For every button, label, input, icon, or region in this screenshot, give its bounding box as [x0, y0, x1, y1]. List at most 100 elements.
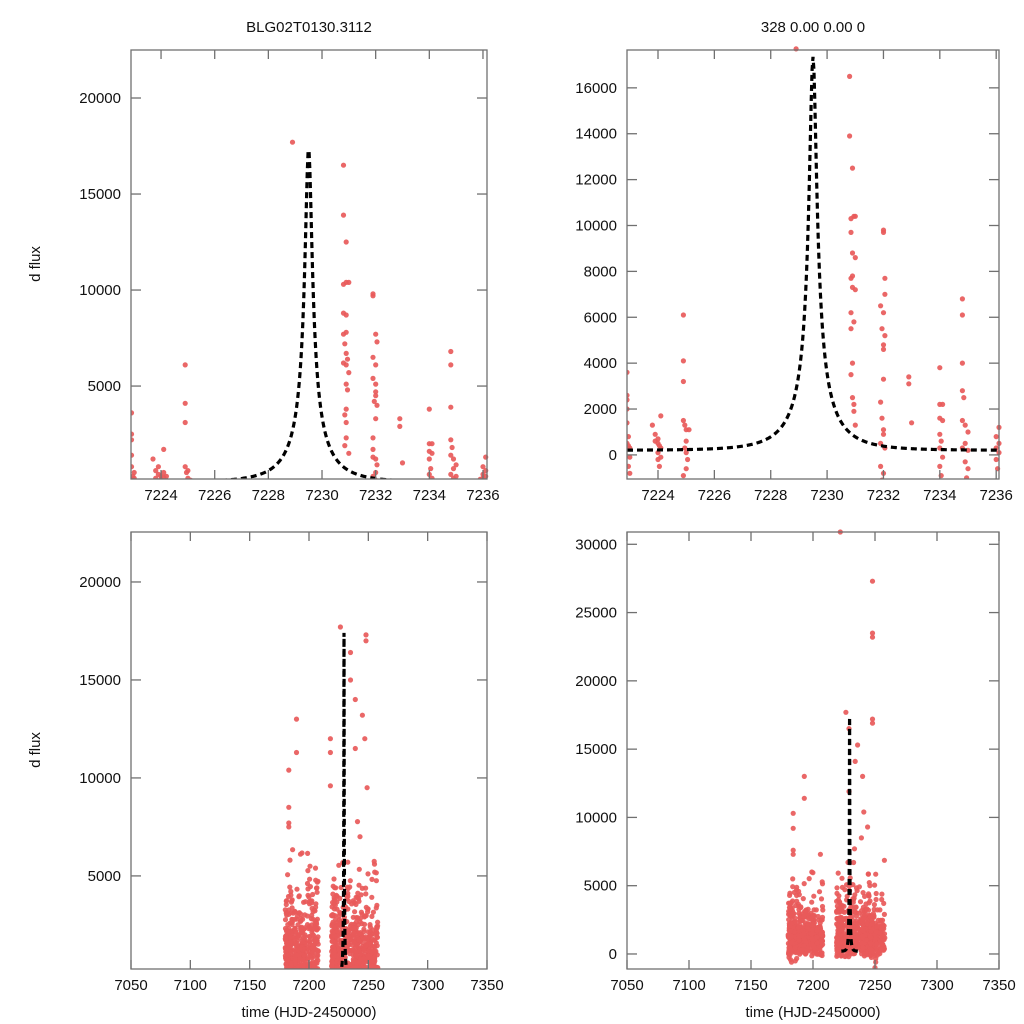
y-tick-label: 10000 [79, 282, 121, 299]
x-tick-label: 7050 [610, 977, 643, 994]
data-point [835, 935, 841, 941]
data-point [131, 410, 135, 416]
data-point [312, 971, 317, 976]
data-point [369, 876, 375, 883]
data-point [880, 229, 887, 235]
data-point [350, 939, 356, 945]
data-point [993, 434, 999, 440]
data-point [881, 857, 888, 863]
data-point [354, 971, 359, 976]
data-point [365, 971, 370, 976]
data-point [356, 930, 362, 937]
data-point [835, 924, 841, 930]
data-point [959, 360, 966, 366]
xlabel-bottom-left: time (HJD-2450000) [241, 1004, 376, 1021]
data-point [796, 937, 802, 943]
data-point [835, 870, 841, 876]
data-point [801, 942, 807, 949]
data-point [286, 928, 292, 935]
data-point [868, 949, 874, 955]
data-point [448, 362, 454, 368]
data-point [790, 825, 796, 831]
data-point [163, 473, 169, 479]
data-point [865, 824, 871, 830]
data-point [296, 893, 302, 899]
data-point [790, 911, 796, 917]
data-point [449, 444, 455, 451]
data-point [817, 851, 824, 857]
data-point [790, 810, 796, 816]
data-point [330, 938, 336, 944]
data-point [849, 360, 856, 366]
x-tick-label: 7250 [858, 977, 891, 994]
y-tick-label: 0 [609, 946, 617, 963]
data-point [358, 970, 363, 975]
data-point [852, 287, 858, 293]
data-point [367, 970, 372, 975]
data-point [851, 859, 857, 866]
data-point [365, 871, 371, 877]
data-point [305, 956, 311, 962]
data-point [304, 880, 311, 887]
data-point [285, 922, 291, 928]
data-point [841, 903, 847, 909]
data-point [850, 899, 856, 905]
data-point [314, 971, 319, 976]
data-point [371, 861, 378, 867]
data-point [308, 916, 314, 922]
data-point [302, 932, 308, 938]
data-point [315, 970, 320, 975]
data-point [937, 463, 943, 469]
data-point [369, 970, 374, 975]
data-point [873, 959, 879, 965]
data-point [879, 933, 886, 939]
data-point [682, 422, 688, 428]
data-point [811, 944, 817, 950]
x-tick-label: 7224 [641, 487, 674, 504]
data-point [809, 899, 815, 905]
model-curve-top-left [216, 146, 401, 479]
data-point [356, 971, 361, 976]
data-point [851, 401, 857, 407]
data-point [337, 895, 343, 902]
data-point [786, 900, 792, 906]
data-points-top-left [131, 139, 489, 479]
x-tick-label: 7230 [305, 487, 338, 504]
data-point [346, 898, 352, 905]
data-point [846, 954, 852, 960]
data-point [852, 422, 858, 428]
data-point [131, 464, 135, 470]
data-point [304, 913, 310, 919]
data-point [993, 456, 999, 463]
data-point [801, 773, 807, 780]
y-tick-label: 0 [609, 447, 617, 464]
data-point [286, 804, 292, 810]
data-point [849, 395, 856, 401]
data-point [937, 365, 943, 371]
data-point [940, 417, 946, 424]
data-point [347, 970, 352, 975]
data-point [353, 968, 355, 969]
data-point [814, 927, 820, 933]
data-point [799, 932, 805, 939]
data-point [355, 971, 360, 976]
data-point [311, 971, 316, 976]
data-point [131, 437, 135, 443]
data-point [285, 872, 291, 878]
data-point [426, 406, 432, 412]
data-point [370, 971, 375, 976]
data-point [448, 452, 454, 458]
data-point [329, 964, 335, 969]
data-point [315, 971, 320, 976]
data-point [292, 916, 298, 922]
data-point [359, 712, 365, 718]
data-point [361, 947, 367, 953]
y-tick-label: 20000 [79, 574, 121, 591]
data-point [965, 429, 971, 435]
data-point [305, 945, 311, 951]
data-point [879, 326, 885, 332]
data-point [871, 902, 878, 908]
data-point [282, 933, 289, 940]
data-point [852, 255, 858, 261]
data-point [315, 952, 321, 959]
